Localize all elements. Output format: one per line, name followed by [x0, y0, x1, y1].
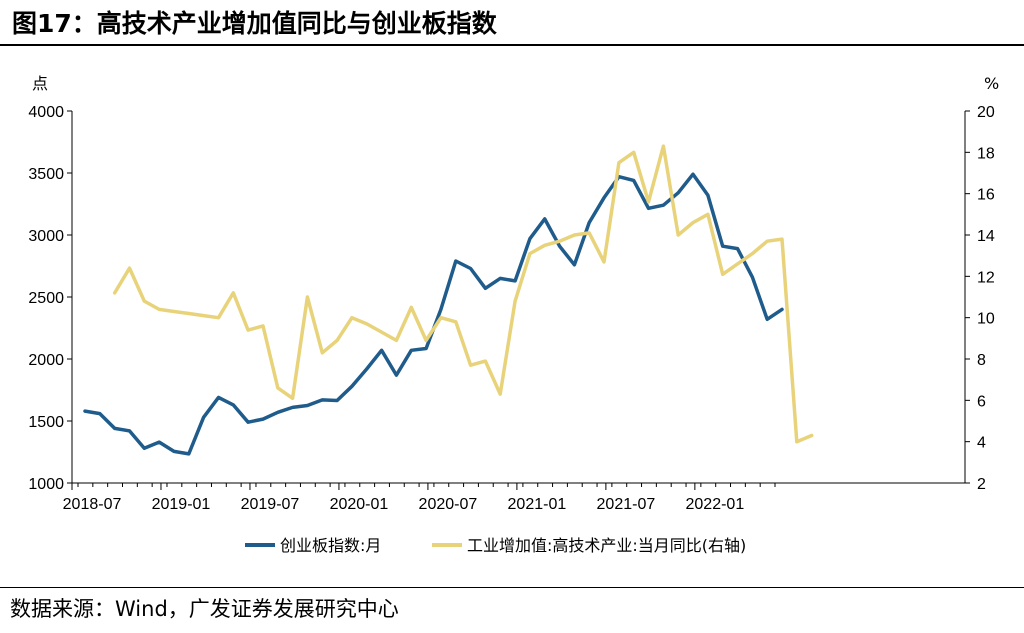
right-tick-label: 2 — [977, 476, 986, 493]
title-divider — [0, 44, 1024, 46]
series-line-hightech — [112, 144, 814, 444]
x-tick-label: 2020-01 — [330, 496, 389, 513]
legend-label-hightech: 工业增加值:高技术产业:当月同比(右轴) — [467, 536, 746, 555]
legend-label-chinext: 创业板指数:月 — [280, 536, 381, 555]
page-title: 图17：高技术产业增加值同比与创业板指数 — [12, 9, 497, 38]
right-axis-ticks: 2 4 6 8 10 12 14 16 18 20 — [965, 104, 995, 493]
left-axis-ticks: 1000 1500 2000 2500 3000 3500 4000 — [28, 104, 72, 493]
right-tick-label: 4 — [977, 435, 986, 452]
right-tick-label: 10 — [977, 311, 995, 328]
left-tick-label: 3000 — [28, 228, 64, 245]
chart: 点 % 1000 1500 2000 2500 3000 3500 4000 2 4 6 8 10 1… — [28, 74, 999, 555]
right-tick-label: 8 — [977, 352, 986, 369]
x-tick-label: 2021-01 — [508, 496, 567, 513]
right-tick-label: 20 — [977, 104, 995, 121]
left-tick-label: 1500 — [28, 414, 64, 431]
right-tick-label: 14 — [977, 228, 995, 245]
x-axis-ticks: 2018-07 2019-01 2019-07 2020-01 2020-07 2021-… — [63, 483, 776, 513]
source-note: 数据来源：Wind，广发证券发展研究中心 — [10, 597, 399, 621]
right-tick-label: 12 — [977, 269, 995, 286]
x-tick-label: 2019-01 — [152, 496, 211, 513]
left-tick-label: 4000 — [28, 104, 64, 121]
x-tick-label: 2019-07 — [241, 496, 300, 513]
right-tick-label: 16 — [977, 187, 995, 204]
right-tick-label: 6 — [977, 393, 986, 410]
left-tick-label: 2000 — [28, 352, 64, 369]
x-tick-label: 2021-07 — [597, 496, 656, 513]
right-tick-label: 18 — [977, 145, 995, 162]
right-axis-unit: % — [984, 74, 999, 93]
x-tick-label: 2018-07 — [63, 496, 122, 513]
left-tick-label: 3500 — [28, 166, 64, 183]
source-divider — [0, 587, 1024, 588]
left-tick-label: 1000 — [28, 476, 64, 493]
left-tick-label: 2500 — [28, 290, 64, 307]
chart-axes — [71, 111, 966, 484]
x-tick-label: 2022-01 — [686, 496, 745, 513]
legend: 创业板指数:月 工业增加值:高技术产业:当月同比(右轴) — [245, 536, 746, 555]
x-tick-label: 2020-07 — [419, 496, 478, 513]
series-lines — [83, 144, 814, 456]
left-axis-unit: 点 — [32, 74, 48, 93]
